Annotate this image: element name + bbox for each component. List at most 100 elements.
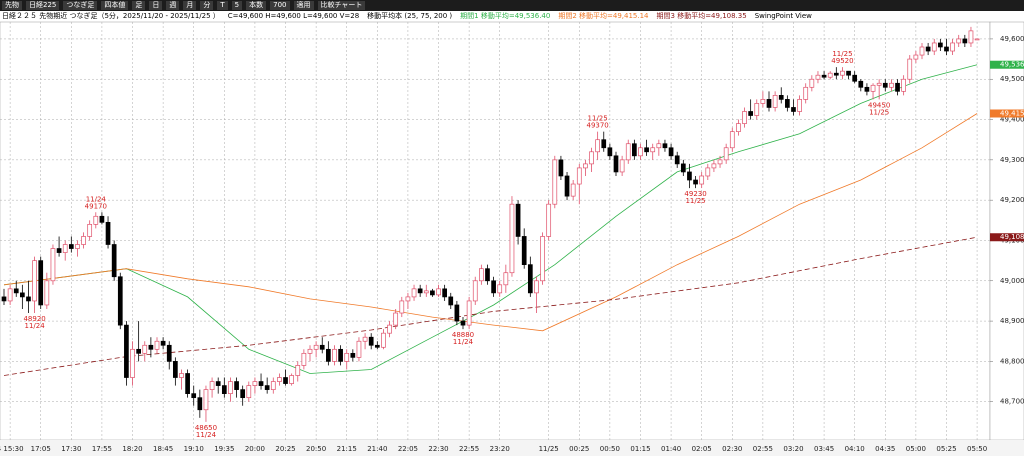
candle-body — [840, 70, 845, 76]
candle-body — [264, 385, 270, 390]
candle-body — [558, 159, 564, 177]
candle-body — [417, 288, 423, 294]
toolbar-item[interactable]: つなぎ足 — [63, 1, 98, 10]
candle-body — [50, 248, 56, 282]
candle-body — [185, 373, 190, 394]
candle-body — [938, 42, 943, 48]
candle-body — [644, 147, 649, 153]
candle-body — [62, 244, 68, 253]
candle-body — [797, 99, 802, 112]
x-tick-label: 01:40 — [661, 445, 681, 453]
y-tick-label: 49,600 — [1000, 35, 1024, 43]
ma-axis-label: 49,536 — [1000, 61, 1024, 69]
candle-body — [20, 292, 25, 298]
candle-body — [699, 175, 705, 185]
candle-body — [405, 296, 411, 302]
candle-body — [521, 236, 527, 266]
candle-body — [864, 86, 870, 92]
ma2: 期間2 移動平均=49,415.14 — [558, 12, 649, 20]
candle-body — [221, 385, 227, 394]
candle-body — [534, 280, 539, 294]
candle-body — [931, 42, 937, 52]
ma-axis-label: 49,415 — [1000, 110, 1024, 118]
toolbar-item[interactable]: 四本値 — [101, 1, 129, 10]
candle-body — [662, 143, 668, 149]
candle-body — [552, 159, 558, 205]
candle-body — [791, 107, 796, 112]
toolbar-item[interactable]: 日経225 — [26, 1, 60, 10]
candle-body — [503, 272, 509, 286]
candle-body — [950, 42, 955, 52]
candle-body — [564, 175, 570, 197]
toolbar-item[interactable]: 700 — [270, 1, 290, 10]
x-tick-label: 00:50 — [600, 445, 620, 453]
candle-body — [772, 95, 778, 108]
candle-body — [760, 99, 766, 104]
y-tick-label: 48,900 — [1000, 317, 1024, 325]
toolbar-item[interactable]: 比較チャート — [317, 1, 366, 10]
x-tick-label: 02:55 — [753, 445, 773, 453]
x-tick-label: 22:05 — [398, 445, 418, 453]
candle-body — [173, 361, 178, 378]
toolbar-item[interactable]: 週 — [166, 1, 180, 10]
candle-body — [968, 30, 974, 44]
toolbar-item[interactable]: 本数 — [246, 1, 267, 10]
candle-body — [925, 46, 931, 52]
candle-body — [289, 375, 294, 384]
candle-body — [332, 348, 337, 362]
toolbar-item[interactable]: 分 — [200, 1, 214, 10]
toolbar-item[interactable]: 5 — [231, 1, 243, 10]
candle-body — [613, 155, 619, 173]
candle-body — [509, 203, 515, 274]
swing-label: 11/24 — [86, 195, 107, 203]
y-tick-label: 48,800 — [1000, 357, 1024, 365]
candle-body — [295, 365, 301, 376]
candle-body — [277, 377, 282, 382]
candle-body — [203, 389, 209, 411]
candle-body — [895, 82, 900, 92]
candle-body — [350, 352, 356, 358]
candle-body — [423, 290, 429, 294]
chart-header: 日経２２５ 先物期近 つなぎ足（5分，2025/11/20 - 2025/11/… — [0, 11, 1024, 21]
y-tick-label: 48,700 — [1000, 398, 1024, 406]
candle-body — [105, 221, 111, 245]
candle-body — [399, 300, 405, 314]
toolbar-item[interactable]: 月 — [183, 1, 197, 10]
swing-label: 49520 — [831, 57, 853, 65]
candle-body — [687, 171, 692, 181]
candle-body — [717, 159, 723, 165]
toolbar-item[interactable]: 先物 — [2, 1, 22, 10]
toolbar-item[interactable]: 足 — [132, 1, 146, 10]
candle-body — [7, 288, 13, 302]
candle-body — [430, 290, 435, 296]
candle-body — [479, 268, 484, 282]
toolbar-item[interactable]: 日 — [149, 1, 163, 10]
swing-label: 11/25 — [832, 50, 852, 58]
toolbar-item[interactable]: 適用 — [293, 1, 314, 10]
candle-body — [338, 348, 343, 362]
x-tick-label: 19:35 — [214, 445, 234, 453]
candle-body — [252, 381, 258, 386]
candle-body — [944, 46, 949, 52]
candle-body — [258, 381, 264, 386]
candle-body — [362, 336, 368, 342]
candle-body — [44, 280, 50, 306]
y-tick-label: 49,400 — [1000, 116, 1024, 124]
x-tick-label: 19:10 — [184, 445, 204, 453]
candle-body — [472, 280, 478, 302]
x-tick-label: 4 15:30 — [0, 445, 24, 453]
candle-body — [778, 95, 784, 100]
swing-label: 49170 — [85, 202, 107, 210]
candle-body — [307, 348, 313, 354]
candle-body — [166, 344, 172, 362]
moving-average — [3, 64, 978, 374]
candle-body — [160, 340, 166, 346]
candle-body — [32, 260, 37, 302]
candle-body — [454, 304, 460, 322]
x-tick-label: 00:25 — [569, 445, 589, 453]
candle-body — [485, 268, 490, 282]
swing-label: 49450 — [868, 101, 890, 109]
toolbar-item[interactable]: T — [217, 1, 228, 10]
candle-body — [785, 99, 790, 108]
